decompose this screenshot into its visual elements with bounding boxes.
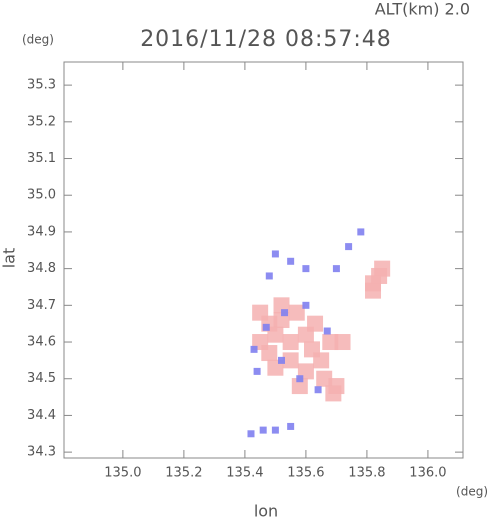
- y-tick-label: 34.5: [27, 371, 56, 386]
- echo-cell: [365, 275, 382, 292]
- x-tick-label: 135.6: [287, 466, 324, 481]
- echo-cell: [302, 301, 310, 309]
- echo-cell: [291, 378, 308, 395]
- echo-cell: [265, 272, 273, 280]
- y-axis-label: lat: [0, 248, 19, 269]
- echo-cell: [277, 356, 285, 364]
- y-tick-label: 34.6: [27, 335, 56, 350]
- x-tick-label: 135.8: [348, 466, 385, 481]
- echo-cell: [282, 334, 299, 351]
- echo-cell: [247, 430, 255, 438]
- echo-cell: [316, 370, 333, 387]
- echo-cell: [323, 327, 331, 335]
- echo-cell: [271, 250, 279, 258]
- echo-cell: [325, 385, 342, 402]
- chart-title: 2016/11/28 08:57:48: [140, 27, 392, 52]
- altitude-label: ALT(km) 2.0: [375, 0, 470, 19]
- echo-cell: [262, 323, 270, 331]
- y-tick-label: 34.8: [27, 261, 56, 276]
- echo-cell: [281, 309, 289, 317]
- x-axis-label: lon: [254, 502, 278, 521]
- echo-cell: [287, 257, 295, 265]
- y-tick-label: 35.3: [27, 78, 56, 93]
- y-tick-label: 34.7: [27, 298, 56, 313]
- plot-frame: [63, 61, 464, 459]
- echo-cell: [287, 422, 295, 430]
- echo-cell: [357, 228, 365, 236]
- y-tick-label: 34.9: [27, 224, 56, 239]
- y-tick-label: 35.0: [27, 188, 56, 203]
- echo-cell: [282, 352, 299, 369]
- y-tick-label: 34.4: [27, 408, 56, 423]
- echo-cell: [307, 315, 324, 332]
- x-tick-label: 136.0: [409, 466, 446, 481]
- echo-cell: [261, 345, 278, 362]
- echo-cell: [322, 334, 339, 351]
- y-tick-label: 35.2: [27, 114, 56, 129]
- echo-cell: [259, 426, 267, 434]
- x-unit: (deg): [456, 485, 488, 499]
- echo-cell: [250, 345, 258, 353]
- echo-cell: [253, 367, 261, 375]
- y-tick-label: 34.3: [27, 445, 56, 460]
- echo-cell: [314, 386, 322, 394]
- x-tick-label: 135.4: [226, 466, 263, 481]
- x-tick-label: 135.2: [165, 466, 202, 481]
- x-tick-label: 135.0: [104, 466, 141, 481]
- echo-cell: [296, 375, 304, 383]
- echo-cell: [271, 426, 279, 434]
- echo-cell: [334, 334, 351, 351]
- echo-cell: [302, 265, 310, 273]
- y-tick-label: 35.1: [27, 151, 56, 166]
- echo-cell: [288, 304, 305, 321]
- y-unit: (deg): [22, 33, 54, 47]
- echo-cell: [345, 243, 353, 251]
- echo-cell: [332, 265, 340, 273]
- echo-cell: [313, 352, 330, 369]
- echo-cell: [374, 260, 391, 277]
- echo-cell: [267, 326, 284, 343]
